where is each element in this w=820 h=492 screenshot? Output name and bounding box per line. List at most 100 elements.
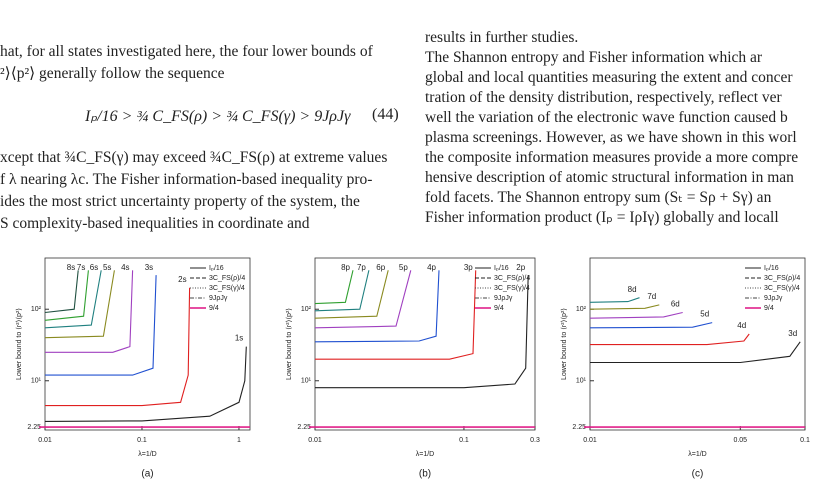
legend-label: 9JρJγ [764,295,783,302]
curve [44,270,89,321]
text-line: the composite information measures provi… [425,149,799,166]
legend-label: Iₚ/16 [764,265,779,272]
legend-label: 9/4 [494,305,504,312]
plot-frame [589,257,806,431]
y-tick-label: 10¹ [31,378,42,385]
curve-label: 7d [647,292,656,301]
y-tick-label: 10¹ [576,378,587,385]
curve [589,304,660,310]
text-line: Fisher information product (Iₚ = IρIγ) g… [425,209,779,226]
curve-label: 5d [700,310,709,319]
curve-label: 3s [145,263,153,272]
curve [589,322,713,329]
x-tick-label: 0.1 [800,437,810,444]
curve [45,270,134,353]
legend-label: 9/4 [764,305,774,312]
x-tick-label: 0.01 [308,437,322,444]
text-line: tration of the density distribution, res… [425,89,782,106]
plot-area: 3d 4d 5d 6d 7d 8d [584,285,805,428]
curve-label: 5p [399,263,408,272]
legend-label: 3C_FS(ρ)/4 [209,275,245,282]
curve [44,346,247,422]
curve-label: 4s [121,263,129,272]
x-tick-label: 0.01 [583,437,597,444]
curve-label: 2s [178,275,186,284]
panel-label: (a) [141,469,153,480]
y-tick-label: 2.25 [297,424,311,431]
y-tick-label: 2.25 [27,424,41,431]
equation-number: (44) [372,106,399,123]
legend-label: 3C_FS(ρ)/4 [494,275,530,282]
panel-label: (b) [419,469,431,480]
legend-label: 3C_FS(ρ)/4 [764,275,800,282]
text-line: well the variation of the electronic wav… [425,109,788,126]
x-axis-label: λ=1/D [138,451,156,458]
text-line: f λ nearing λc. The Fisher information-b… [0,171,373,188]
curve-label: 3d [788,329,797,338]
curve [314,270,412,329]
x-tick-label: 0.1 [459,437,469,444]
legend-label: Iₚ/16 [494,265,509,272]
x-axis-label: λ=1/D [688,451,706,458]
legend-label: 9/4 [209,305,219,312]
equation: Iₚ/16 > ¾ C_FS(ρ) > ¾ C_FS(γ) > 9JρJγ [85,108,351,125]
curve-label: 1s [235,334,243,343]
curve [589,311,683,319]
text-line: results in further studies. [425,29,579,46]
panel-label: (c) [692,469,704,480]
plot-frame [314,257,536,431]
curve [315,270,477,360]
text-line: xcept that ¾C_FS(γ) may exceed ¾C_FS(ρ) … [0,149,388,166]
text-line: hensive description of atomic structural… [425,169,794,186]
y-tick-label: 10² [31,306,42,313]
x-tick-label: 0.3 [530,437,540,444]
curve [590,341,801,364]
legend-label: Iₚ/16 [209,265,224,272]
legend-label: 3C_FS(γ)/4 [764,285,800,292]
curve [44,270,79,314]
x-tick-label: 1 [237,437,241,444]
legend-label: 9JρJγ [209,295,228,302]
curve-label: 3p [464,263,473,272]
curve [589,297,640,303]
legend-label: 3C_FS(γ)/4 [209,285,245,292]
curve-label: 4p [427,263,436,272]
curve [314,270,370,312]
curve-label: 8s [67,263,75,272]
curve [314,270,440,343]
text-line: fold facets. The Shannon entropy sum (Sₜ… [425,189,772,206]
curve [315,275,529,389]
text-line: ides the most strict uncertainty propert… [0,193,360,210]
text-line: ²⟩⟨p²⟩ generally follow the sequence [0,65,225,82]
text-line: S complexity-based inequalities in coord… [0,215,310,232]
legend-label: 9JρJγ [494,295,513,302]
x-tick-label: 0.01 [38,437,52,444]
curve-label: 5s [103,263,111,272]
text-line: The Shannon entropy and Fisher informati… [425,49,763,66]
x-axis-label: λ=1/D [416,451,434,458]
curve [45,275,157,376]
curve-label: 8p [341,263,350,272]
curve-label: 7p [357,263,366,272]
legend-label: 3C_FS(γ)/4 [494,285,530,292]
y-tick-label: 10¹ [301,378,312,385]
y-axis-label: Lower bound to ⟨r²⟩⟨p²⟩ [560,308,568,380]
y-tick-label: 10² [301,306,312,313]
curve-label: 7s [77,263,85,272]
curve [314,270,354,305]
y-tick-label: 10² [576,306,587,313]
curve-label: 4d [737,321,746,330]
curve [44,270,115,339]
x-tick-label: 0.05 [733,437,747,444]
y-axis-label: Lower bound to ⟨r²⟩⟨p²⟩ [285,308,293,380]
curve [45,287,191,407]
curve-label: 2p [516,263,525,272]
text-line: global and local quantities measuring th… [425,69,793,86]
plot-frame [44,257,251,431]
curve [590,333,750,346]
curve-label: 6s [90,263,98,272]
curve-label: 6d [671,300,680,309]
